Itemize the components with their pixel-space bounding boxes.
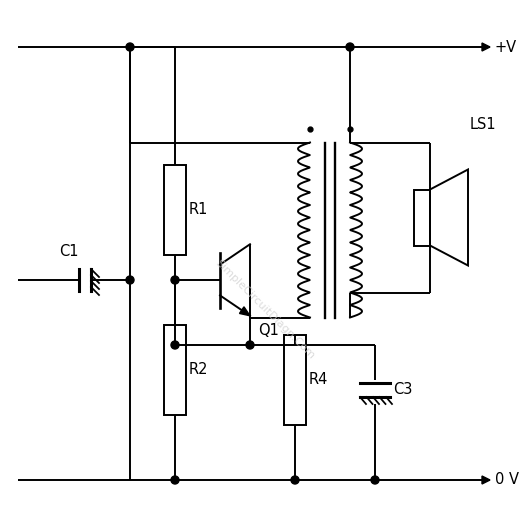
Circle shape [371, 476, 379, 484]
Circle shape [246, 341, 254, 349]
Text: C3: C3 [393, 383, 413, 398]
Circle shape [346, 43, 354, 51]
Text: SimpleCircuitDiagn.Com: SimpleCircuitDiagn.Com [213, 259, 316, 362]
Text: 0 V: 0 V [495, 472, 519, 488]
Text: R1: R1 [189, 202, 208, 217]
Text: LS1: LS1 [470, 117, 497, 132]
Bar [164, 165, 186, 255]
Circle shape [126, 43, 134, 51]
Circle shape [171, 476, 179, 484]
Circle shape [171, 276, 179, 284]
Polygon shape [482, 476, 490, 484]
Bar [164, 325, 186, 415]
Circle shape [126, 276, 134, 284]
Polygon shape [482, 43, 490, 51]
Text: R2: R2 [189, 363, 208, 377]
Polygon shape [240, 307, 250, 316]
Text: Q1: Q1 [258, 323, 279, 338]
Bar [284, 335, 306, 425]
Bar [414, 190, 430, 246]
Text: +V: +V [495, 40, 517, 55]
Circle shape [171, 341, 179, 349]
Text: R4: R4 [309, 372, 329, 387]
Text: C1: C1 [59, 245, 79, 260]
Circle shape [291, 476, 299, 484]
